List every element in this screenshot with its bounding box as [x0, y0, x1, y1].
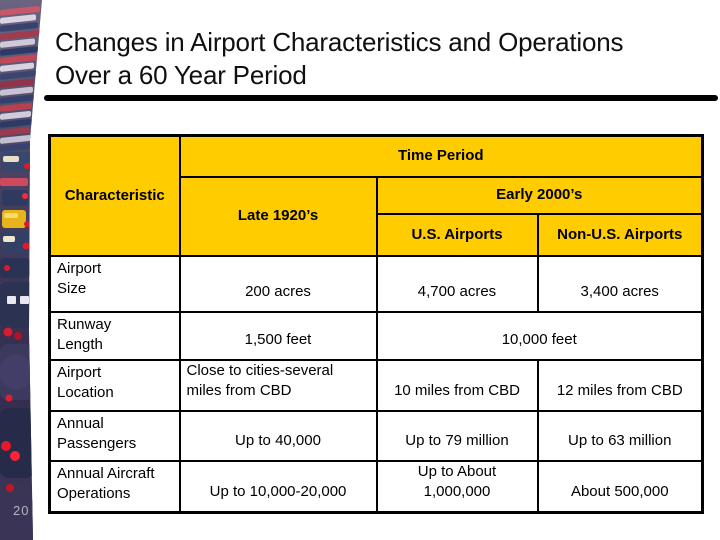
row-label-airport-location: Airport Location [48, 358, 181, 412]
header-cell-characteristic: Characteristic [48, 134, 181, 257]
slide-title-line2: Over a 60 Year Period [55, 60, 307, 90]
header-cell-time-period: Time Period [178, 134, 704, 178]
cell-airport-size-late-1920s: 200 acres [178, 254, 378, 313]
header-cell-us-airports: U.S. Airports [375, 212, 539, 257]
row-label-airport-size: Airport Size [48, 254, 181, 313]
header-cell-non-us-airports: Non-U.S. Airports [536, 212, 704, 257]
cell-annual-aircraft-operations-us: Up to About 1,000,000 [375, 459, 539, 513]
slide-title: Changes in Airport Characteristics and O… [55, 26, 700, 92]
airport-characteristics-table: Characteristic Time Period Late 1920’s E… [48, 134, 704, 514]
traffic-photo-image [0, 0, 42, 540]
cell-airport-size-non-us: 3,400 acres [536, 254, 704, 313]
cell-annual-aircraft-operations-non-us: About 500,000 [536, 459, 704, 513]
cell-annual-passengers-late-1920s: Up to 40,000 [178, 409, 378, 462]
row-label-annual-passengers: Annual Passengers [48, 409, 181, 462]
slide-number: 20 [13, 503, 30, 518]
title-underline [44, 95, 718, 101]
cell-runway-length-late-1920s: 1,500 feet [178, 310, 378, 361]
traffic-photo-strip: 20 [0, 0, 42, 540]
cell-airport-size-us: 4,700 acres [375, 254, 539, 313]
cell-annual-aircraft-operations-late-1920s: Up to 10,000-20,000 [178, 459, 378, 513]
row-label-annual-aircraft-operations: Annual Aircraft Operations [48, 459, 181, 513]
cell-annual-passengers-non-us: Up to 63 million [536, 409, 704, 462]
header-cell-early-2000s: Early 2000’s [375, 175, 704, 215]
row-label-runway-length: Runway Length [48, 310, 181, 361]
cell-airport-location-non-us: 12 miles from CBD [536, 358, 704, 412]
cell-runway-length-early-2000s: 10,000 feet [375, 310, 704, 361]
slide-title-line1: Changes in Airport Characteristics and O… [55, 27, 624, 57]
cell-annual-passengers-us: Up to 79 million [375, 409, 539, 462]
header-cell-late-1920s: Late 1920’s [178, 175, 378, 257]
cell-airport-location-late-1920s: Close to cities-several miles from CBD [178, 358, 378, 412]
cell-airport-location-us: 10 miles from CBD [375, 358, 539, 412]
